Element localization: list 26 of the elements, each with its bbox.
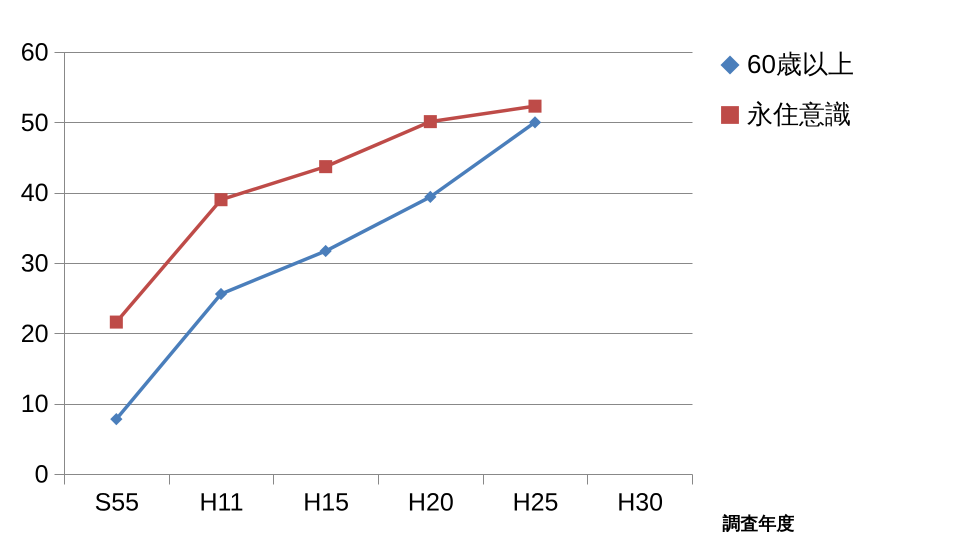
y-tick-label: 20 [20, 320, 48, 348]
y-tick-label: 60 [20, 38, 48, 66]
legend-label: 60歳以上 [747, 49, 854, 79]
x-tick-label: H25 [512, 488, 558, 516]
x-axis-title: 調査年度 [722, 514, 794, 534]
x-tick-label: S55 [94, 488, 140, 516]
point [110, 413, 122, 426]
x-tick-label: H15 [303, 488, 350, 516]
point [528, 116, 542, 128]
x-tick-label: H11 [199, 488, 244, 516]
y-tick-label: 10 [20, 390, 48, 418]
point [528, 100, 542, 113]
legend-label: 永住意識 [747, 99, 851, 129]
point [214, 193, 228, 206]
point [110, 316, 123, 329]
y-tick-label: 50 [20, 108, 48, 137]
y-tick-label: 30 [20, 250, 48, 278]
x-tick-label: H30 [617, 488, 664, 516]
point [424, 115, 437, 128]
point [320, 244, 332, 258]
point [319, 160, 332, 174]
y-tick-label: 0 [34, 460, 48, 488]
x-tick-label: H20 [408, 488, 454, 516]
point [214, 288, 228, 300]
point [424, 190, 436, 204]
y-tick-label: 40 [20, 179, 48, 208]
